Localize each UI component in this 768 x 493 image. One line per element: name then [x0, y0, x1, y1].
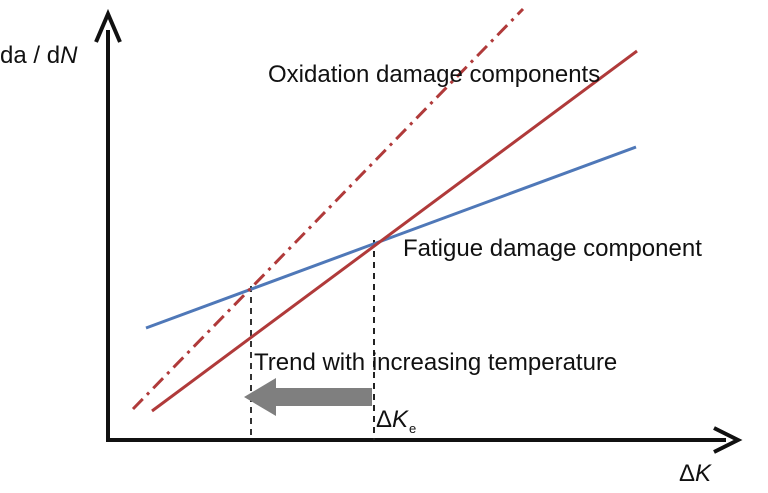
oxidation-solid-line — [151, 49, 638, 413]
y-label-sep: / — [26, 42, 47, 69]
y-axis-label: da / dN — [0, 44, 77, 68]
fatigue-damage-line — [145, 145, 637, 330]
y-label-d: d — [46, 42, 61, 69]
delta-ke-delta: Δ — [376, 406, 393, 433]
x-axis-arrowhead — [713, 426, 743, 454]
trend-label: Trend with increasing temperature — [254, 349, 618, 376]
oxidation-dashdot-line — [131, 7, 525, 411]
x-label-delta: Δ — [679, 460, 696, 487]
delta-ke-sub: e — [409, 421, 417, 436]
oxidation-label: Oxidation damage components — [268, 61, 601, 88]
x-label-k: K — [695, 460, 712, 487]
y-label-n: N — [60, 42, 78, 69]
fatigue-label: Fatigue damage component — [403, 235, 702, 262]
delta-ke-k: K — [392, 406, 409, 433]
delta-ke-label: ΔKe — [376, 406, 416, 436]
x-axis-label: ΔK — [679, 462, 711, 486]
y-label-da: da — [0, 42, 27, 69]
trend-arrow — [244, 378, 372, 416]
y-axis-arrowhead — [94, 8, 122, 43]
